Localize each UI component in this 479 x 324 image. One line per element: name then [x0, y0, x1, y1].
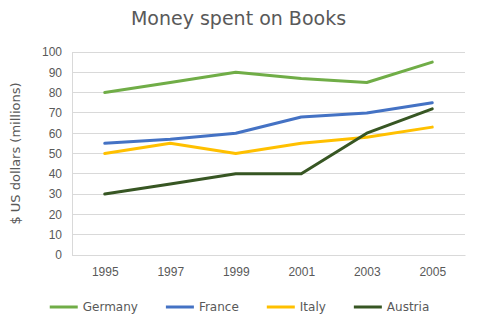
- y-tick-label: 50: [49, 147, 63, 161]
- y-tick: 50: [49, 147, 72, 161]
- legend-item: France: [166, 300, 239, 314]
- legend-label: Austria: [387, 300, 429, 314]
- legend-swatch: [267, 306, 295, 309]
- legend: Germany France Italy Austria: [50, 300, 430, 314]
- grid-line: [72, 194, 465, 195]
- x-tick: 2005: [419, 265, 446, 279]
- legend-item: Italy: [267, 300, 326, 314]
- y-tick: 40: [49, 167, 72, 181]
- y-tick-label: 10: [49, 228, 63, 242]
- x-tick-label: 2005: [419, 265, 446, 279]
- y-tick: 60: [49, 127, 72, 141]
- y-tick-label: 40: [49, 167, 63, 181]
- grid-line: [72, 234, 465, 235]
- grid-line: [72, 255, 465, 256]
- y-tick: 0: [55, 248, 72, 262]
- grid-line: [72, 133, 465, 134]
- x-tick: 1999: [223, 265, 250, 279]
- y-tick: 20: [49, 208, 72, 222]
- chart: 0 10 20 30 40 50 60 70 80 90 100 1995 1997 1999 2001 20…: [0, 0, 479, 324]
- x-tick: 2003: [354, 265, 381, 279]
- legend-label: Germany: [83, 300, 138, 314]
- grid-line: [72, 153, 465, 154]
- legend-label: Italy: [300, 300, 326, 314]
- grid: [72, 52, 465, 255]
- legend-swatch: [166, 306, 194, 309]
- y-axis-line: [72, 53, 73, 256]
- y-tick-label: 20: [49, 208, 63, 222]
- y-axis: 0 10 20 30 40 50 60 70 80 90 100: [42, 45, 73, 262]
- x-tick: 1997: [157, 265, 184, 279]
- x-tick-label: 1999: [223, 265, 250, 279]
- y-tick: 30: [49, 187, 72, 201]
- x-axis: 1995 1997 1999 2001 2003 2005: [73, 256, 466, 279]
- line: [105, 109, 433, 194]
- legend-swatch: [354, 306, 382, 309]
- x-tick-label: 2003: [354, 265, 381, 279]
- y-tick-label: 70: [49, 106, 63, 120]
- y-tick: 100: [42, 45, 72, 59]
- legend-label: France: [199, 300, 239, 314]
- y-axis-title: $ US dollars (millions): [8, 82, 23, 224]
- legend-swatch: [50, 306, 78, 309]
- x-tick: 1995: [92, 265, 119, 279]
- grid-line: [72, 52, 465, 53]
- grid-line: [72, 214, 465, 215]
- line: [105, 127, 433, 153]
- lines: [105, 62, 433, 194]
- y-tick: 90: [49, 66, 72, 80]
- grid-line: [72, 92, 465, 93]
- y-tick-label: 0: [55, 248, 62, 262]
- x-axis-line: [73, 255, 466, 256]
- grid-line: [72, 72, 465, 73]
- x-tick-label: 1995: [92, 265, 119, 279]
- y-tick: 70: [49, 106, 72, 120]
- y-tick-label: 100: [42, 45, 62, 59]
- line: [105, 62, 433, 92]
- x-tick: 2001: [288, 265, 315, 279]
- y-tick-label: 90: [49, 66, 63, 80]
- title: Money spent on Books: [131, 7, 346, 29]
- grid-line: [72, 112, 465, 113]
- y-tick-label: 80: [49, 86, 63, 100]
- y-tick-label: 60: [49, 127, 63, 141]
- legend-item: Austria: [354, 300, 429, 314]
- y-tick-label: 30: [49, 187, 63, 201]
- y-tick: 80: [49, 86, 72, 100]
- legend-item: Germany: [50, 300, 138, 314]
- y-tick: 10: [49, 228, 72, 242]
- x-tick-label: 1997: [157, 265, 184, 279]
- x-tick-label: 2001: [288, 265, 315, 279]
- line: [105, 103, 433, 144]
